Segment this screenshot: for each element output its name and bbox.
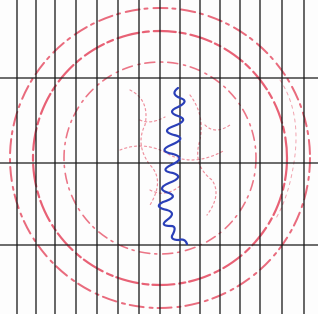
scanned-stamp bbox=[0, 0, 318, 314]
paper bbox=[0, 0, 318, 314]
page: {} bbox=[0, 0, 318, 314]
